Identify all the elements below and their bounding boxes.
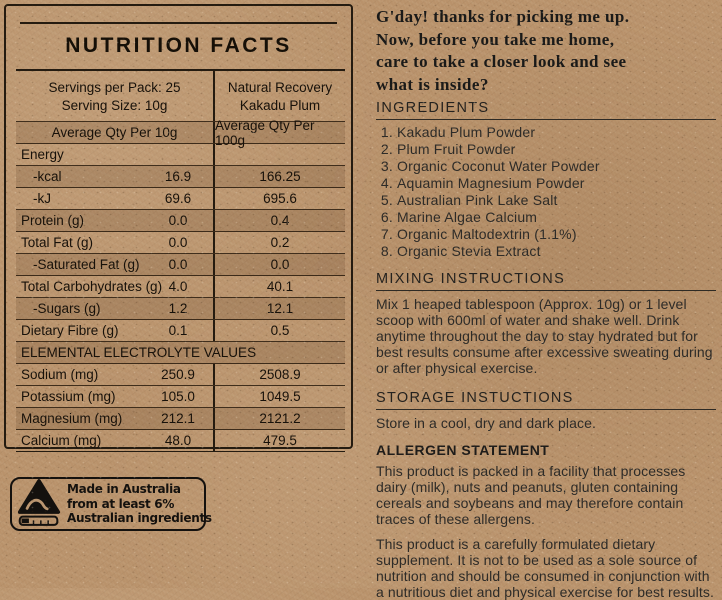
ingredient-item: Organic Maltodextrin (1.1%) [397,226,716,243]
allergen-statement-heading: ALLERGEN STATEMENT [376,442,550,458]
nutrition-facts-panel: NUTRITION FACTS Servings per Pack: 25 Se… [4,4,353,452]
row-label: -kJ [33,191,51,206]
nutrition-table: Servings per Pack: 25 Serving Size: 10g … [16,69,345,452]
panel-top-rule [20,22,337,24]
row-value-10g: 69.6 [164,191,192,206]
row-value-100g [213,144,345,165]
badge-line2: from at least 6% [67,496,175,511]
ingredient-item: Australian Pink Lake Salt [397,192,716,209]
row-value-100g: 166.25 [213,166,345,187]
row-label: Potassium (mg) [21,389,116,404]
greeting-line: care to take a closer look and see [376,52,627,71]
row-value-10g: 0.1 [168,323,188,338]
servings-header: Servings per Pack: 25 Serving Size: 10g [16,80,213,113]
row-value-100g: 0.2 [213,232,345,253]
row-value-10g: 16.9 [164,169,192,184]
row-label: Calcium (mg) [21,433,102,448]
australian-made-text: Made in Australia from at least 6% Austr… [67,482,212,526]
product-name-header: Natural Recovery Kakadu Plum [213,71,345,121]
table-header-row: Servings per Pack: 25 Serving Size: 10g … [16,71,345,122]
electrolyte-section-header-row: ELEMENTAL ELECTROLYTE VALUES [16,342,345,364]
avg-qty-10g-header: Average Qty Per 10g [51,125,178,140]
ingredients-list: Kakadu Plum Powder Plum Fruit Powder Org… [376,124,716,260]
row-value-100g: 0.4 [213,210,345,231]
row-label: Sodium (mg) [21,367,99,382]
row-value-100g: 12.1 [213,298,345,319]
ingredient-item: Aquamin Magnesium Powder [397,175,716,192]
row-value-10g: 48.0 [164,433,192,448]
allergen-statement-body2: This product is a carefully formulated d… [376,536,714,600]
row-label: Energy [21,147,64,162]
allergen-statement-body1: This product is packed in a facility tha… [376,463,686,527]
greeting-line: what is inside? [376,74,489,94]
row-value-100g: 0.5 [213,320,345,341]
row-value-100g: 0.0 [213,254,345,275]
ingredient-item: Marine Algae Calcium [397,209,716,226]
row-value-100g: 2508.9 [213,364,345,385]
row-value-100g: 40.1 [213,276,345,297]
row-label: -kcal [33,169,62,184]
section-label: ELEMENTAL ELECTROLYTE VALUES [21,345,257,360]
row-value-10g: 1.2 [168,301,188,316]
row-label: Dietary Fibre (g) [21,323,119,338]
row-value-10g: 250.9 [161,367,195,382]
nutrition-facts-title: NUTRITION FACTS [65,34,292,57]
badge-line1: Made in Australia [67,482,181,497]
table-row: Potassium (mg) 105.0 1049.5 [16,386,345,408]
product-name-line1: Natural Recovery [227,79,333,95]
table-row: -Sugars (g) 1.2 12.1 [16,298,345,320]
row-value-10g: 0.0 [168,213,188,228]
table-row: Calcium (mg) 48.0 479.5 [16,430,345,452]
serving-size: Serving Size: 10g [61,97,168,113]
avg-qty-header-row: Average Qty Per 10g Average Qty Per 100g [16,118,345,148]
table-row: -kJ 69.6 695.6 [16,188,345,210]
row-value-10g: 0.0 [168,257,188,272]
greeting-line: G'day! thanks for picking me up. [376,7,630,26]
table-row: -Saturated Fat (g) 0.0 0.0 [16,254,345,276]
row-label: -Sugars (g) [33,301,101,316]
ingredients-heading: INGREDIENTS [376,100,716,120]
product-name-line2: Kakadu Plum [239,97,321,113]
row-value-100g: 479.5 [213,430,345,451]
avg-qty-100g-header: Average Qty Per 100g [213,118,345,148]
table-row: Total Fat (g) 0.0 0.2 [16,232,345,254]
badge-line3: Australian ingredients [67,511,212,526]
row-label: Total Fat (g) [21,235,94,250]
mixing-instructions-heading: MIXING INSTRUCTIONS [376,271,716,291]
table-row: Total Carbohydrates (g) 4.0 40.1 [16,276,345,298]
servings-per-pack: Servings per Pack: 25 [48,79,181,95]
storage-instructions-heading: STORAGE INSTUCTIONS [376,390,716,410]
table-row: Magnesium (mg) 212.1 2121.2 [16,408,345,430]
greeting-text: G'day! thanks for picking me up. Now, be… [376,6,716,96]
ingredient-item: Plum Fruit Powder [397,141,716,158]
row-label: Magnesium (mg) [21,411,123,426]
australian-made-badge: Made in Australia from at least 6% Austr… [10,477,212,532]
row-value-10g: 212.1 [161,411,195,426]
label-right-column: G'day! thanks for picking me up. Now, be… [376,6,716,600]
row-value-10g: 105.0 [161,389,195,404]
australian-made-logo-icon [17,477,61,532]
ingredient-item: Kakadu Plum Powder [397,124,716,141]
row-value-100g: 2121.2 [213,408,345,429]
row-value-100g: 1049.5 [213,386,345,407]
table-row: Dietary Fibre (g) 0.1 0.5 [16,320,345,342]
table-row: -kcal 16.9 166.25 [16,166,345,188]
ingredient-item: Organic Stevia Extract [397,243,716,260]
storage-instructions-body: Store in a cool, dry and dark place. [376,415,596,431]
ingredient-item: Organic Coconut Water Powder [397,158,716,175]
row-value-100g: 695.6 [213,188,345,209]
greeting-line: Now, before you take me home, [376,29,615,49]
row-label: -Saturated Fat (g) [33,257,140,272]
row-value-10g: 4.0 [168,279,188,294]
table-row: Sodium (mg) 250.9 2508.9 [16,364,345,386]
table-row: Protein (g) 0.0 0.4 [16,210,345,232]
mixing-instructions-body: Mix 1 heaped tablespoon (Approx. 10g) or… [376,296,713,376]
row-value-10g: 0.0 [168,235,188,250]
row-label: Protein (g) [21,213,85,228]
row-label: Total Carbohydrates (g) [21,279,163,294]
table-row: Energy [16,144,345,166]
